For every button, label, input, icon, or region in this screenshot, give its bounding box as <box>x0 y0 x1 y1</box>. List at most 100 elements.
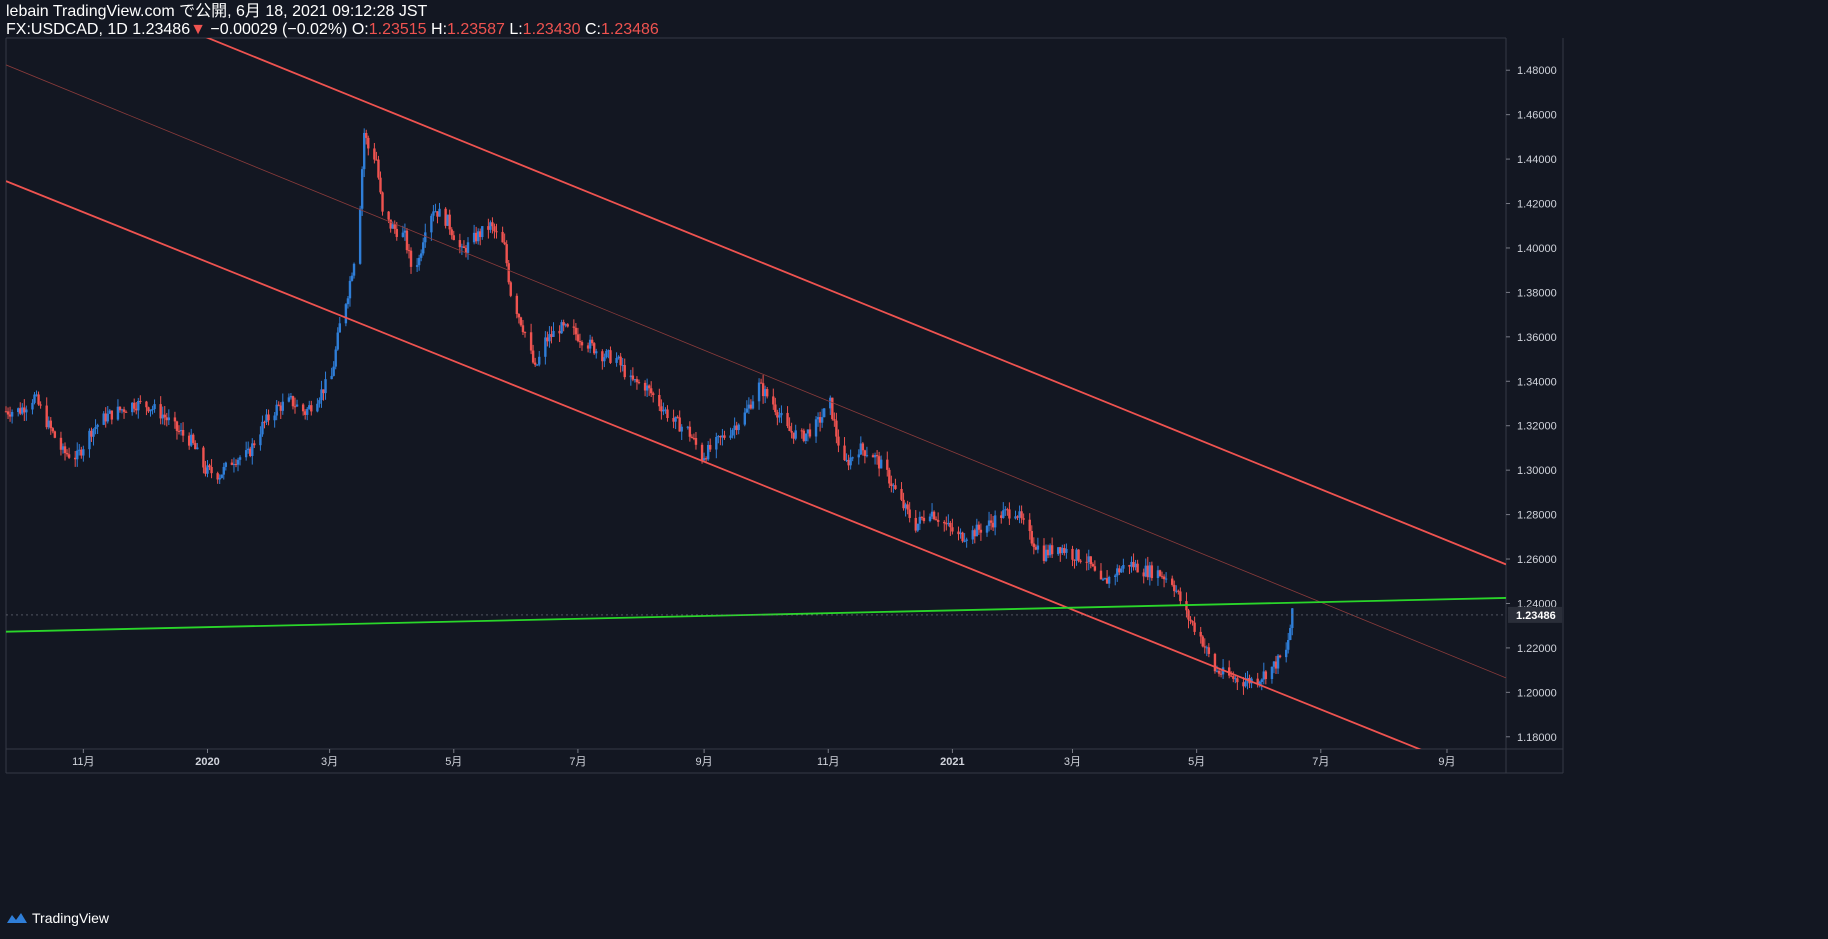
high-value: 1.23587 <box>447 21 505 38</box>
candle-body <box>122 409 126 412</box>
candle-body <box>415 265 419 267</box>
candle-body <box>281 401 284 411</box>
candle-body <box>721 435 724 438</box>
candle-body <box>515 295 519 314</box>
candle-body <box>552 330 555 337</box>
candle-body <box>1050 545 1054 555</box>
candle-body <box>88 430 91 450</box>
last-price-label: 1.23486 <box>1516 610 1556 622</box>
candle-body <box>1116 568 1119 576</box>
candle-body <box>588 339 592 349</box>
candle-body <box>452 235 455 241</box>
candle-body <box>920 516 924 518</box>
chart-frame <box>5 37 1564 774</box>
candle-body <box>1107 576 1111 584</box>
candle-body <box>446 214 449 226</box>
last-price: 1.23486 <box>132 21 191 38</box>
candle-body <box>393 224 396 229</box>
candle-body <box>1262 671 1266 680</box>
candle-body <box>104 413 107 422</box>
candle-body <box>405 230 409 251</box>
candle-body <box>474 232 478 242</box>
candle-body <box>21 407 24 414</box>
y-tick-label: 1.38000 <box>1517 287 1557 299</box>
trend-lines <box>6 38 1506 749</box>
candle-body <box>576 334 580 341</box>
candle-body <box>234 464 238 466</box>
candle-body <box>772 396 775 405</box>
candle-body <box>135 408 138 411</box>
candle-body <box>806 429 810 434</box>
candle-body <box>218 477 221 480</box>
candle-body <box>1122 565 1125 569</box>
candle-body <box>743 412 747 425</box>
candle-body <box>729 435 732 438</box>
candle-body <box>1175 590 1178 592</box>
candle-body <box>503 242 506 245</box>
candle-body <box>145 401 148 408</box>
candle-body <box>479 231 482 238</box>
open-label: O: <box>351 21 369 38</box>
candle-body <box>232 464 236 466</box>
candle-body <box>945 523 948 525</box>
candle-body <box>888 469 891 484</box>
candle-body <box>45 405 48 428</box>
candle-body <box>963 540 966 542</box>
candle-body <box>279 405 282 411</box>
candle-body <box>788 426 791 431</box>
candle-body <box>592 343 596 354</box>
candle-body <box>1164 578 1168 580</box>
candle-body <box>934 519 938 521</box>
candle-body <box>1091 564 1095 567</box>
candle-body <box>23 407 26 413</box>
candle-body <box>259 434 262 446</box>
candle-body <box>1274 661 1278 669</box>
candle-body <box>973 530 976 537</box>
candle-body <box>1260 679 1263 682</box>
candle-body <box>733 425 736 430</box>
candle-body <box>151 409 154 411</box>
candle-body <box>118 406 122 411</box>
y-tick-label: 1.42000 <box>1517 199 1557 211</box>
candle-body <box>804 433 808 441</box>
candle-body <box>904 504 907 509</box>
candle-body <box>275 404 278 416</box>
x-tick-label: 9月 <box>696 756 713 768</box>
y-tick-label: 1.18000 <box>1517 732 1557 744</box>
candle-body <box>102 413 105 425</box>
candle-body <box>493 226 496 232</box>
candle-body <box>1162 576 1166 580</box>
candle-body <box>1144 565 1147 577</box>
y-tick-label: 1.34000 <box>1517 376 1557 388</box>
candle-body <box>161 414 164 419</box>
candle-body <box>1114 575 1117 577</box>
candle-body <box>531 350 535 363</box>
candle-body <box>765 389 769 397</box>
candle-body <box>295 404 299 407</box>
candle-body <box>890 483 893 487</box>
ohlc-line: FX:USDCAD, 1D 1.23486▼ −0.00029 (−0.02%)… <box>6 21 659 39</box>
candle-body <box>220 474 223 478</box>
time-axis[interactable]: 11月 2020 3月 5月 7月 9月 11月 2021 3月 5月 7月 9月 <box>72 749 1456 768</box>
footer-brand[interactable]: TradingView <box>6 910 109 926</box>
candle-body <box>609 350 612 363</box>
candle-body <box>861 443 865 451</box>
candle-body <box>222 466 225 475</box>
candle-body <box>664 409 667 411</box>
symbol-label[interactable]: FX:USDCAD, 1D <box>6 21 128 38</box>
candle-body <box>833 419 836 421</box>
price-axis[interactable]: 1.48000 1.46000 1.44000 1.42000 1.40000 1.380… <box>1506 65 1562 744</box>
candle-body <box>389 219 392 229</box>
candle-body <box>82 449 85 456</box>
candle-body <box>210 467 213 474</box>
candle-body <box>25 409 28 413</box>
candle-body <box>1073 559 1076 561</box>
candle-body <box>1059 547 1062 554</box>
y-tick-label: 1.40000 <box>1517 243 1557 255</box>
candle-body <box>1201 636 1204 647</box>
candle-body <box>19 408 22 414</box>
x-tick-label: 5月 <box>1188 756 1205 768</box>
candle-body <box>90 430 93 437</box>
x-tick-label: 3月 <box>1064 756 1081 768</box>
